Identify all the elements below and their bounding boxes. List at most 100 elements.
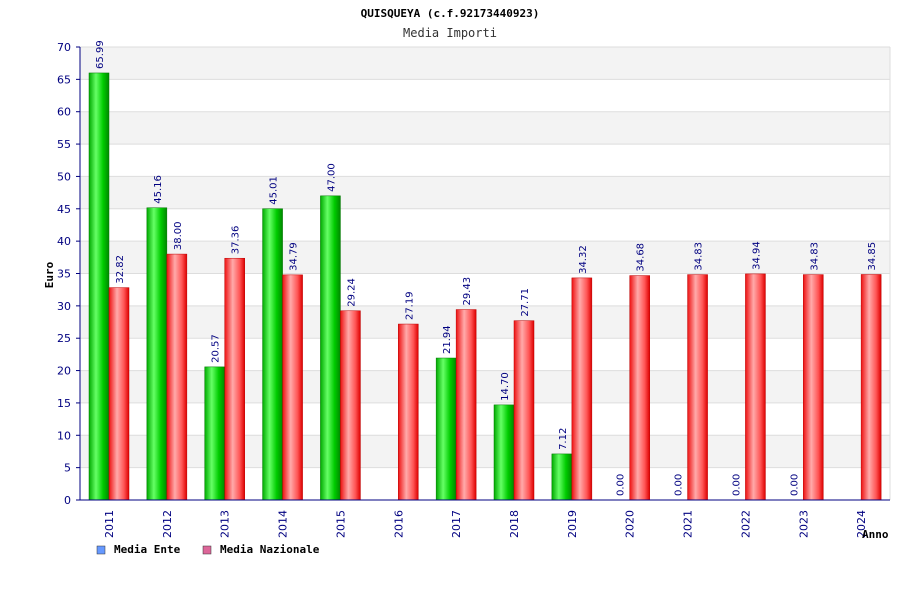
plot-band xyxy=(80,208,890,242)
legend-swatch-media-nazionale xyxy=(202,545,212,555)
data-label-media-nazionale-2012: 38.00 xyxy=(173,221,184,250)
chart-subtitle: Media Importi xyxy=(403,26,497,40)
x-tick-label-2015: 2015 xyxy=(334,510,347,538)
y-tick-label: 65 xyxy=(57,73,71,86)
data-label-media-nazionale-2017: 29.43 xyxy=(462,277,473,306)
data-label-media-ente-2020: 0.00 xyxy=(616,474,627,496)
plot-band xyxy=(80,79,890,112)
x-tick-label-2017: 2017 xyxy=(450,510,463,538)
bar-media-nazionale-2013 xyxy=(224,257,245,501)
plot-band xyxy=(80,370,890,403)
data-label-media-ente-2017: 21.94 xyxy=(442,325,453,354)
data-label-media-nazionale-2011: 32.82 xyxy=(115,255,126,284)
y-tick-label: 55 xyxy=(57,138,71,151)
plot-band xyxy=(80,47,890,80)
plot-band xyxy=(80,338,890,371)
bar-media-nazionale-2017 xyxy=(455,309,477,501)
plot-band xyxy=(80,176,890,209)
data-label-media-nazionale-2019: 34.32 xyxy=(578,245,589,274)
data-label-media-ente-2018: 14.70 xyxy=(500,372,511,401)
plot-band xyxy=(80,111,890,145)
y-tick-label: 60 xyxy=(57,106,71,119)
data-label-media-ente-2023: 0.00 xyxy=(789,474,800,496)
bar-media-nazionale-2023 xyxy=(803,274,824,501)
bar-media-ente-2017 xyxy=(435,357,457,501)
bar-media-ente-2012 xyxy=(146,207,168,501)
data-label-media-nazionale-2013: 37.36 xyxy=(231,226,242,255)
data-label-media-nazionale-2016: 27.19 xyxy=(404,291,415,320)
x-tick-label-2022: 2022 xyxy=(739,510,752,538)
x-tick-label-2016: 2016 xyxy=(392,510,405,538)
plot-background xyxy=(80,46,891,501)
y-tick-label: 30 xyxy=(57,300,71,313)
x-tick-label-2024: 2024 xyxy=(855,510,868,538)
x-tick-label-2020: 2020 xyxy=(624,510,637,538)
data-label-media-ente-2019: 7.12 xyxy=(558,428,569,450)
plot-band xyxy=(80,305,890,339)
y-tick-label: 0 xyxy=(64,494,71,507)
bar-media-nazionale-2011 xyxy=(108,287,130,501)
data-label-media-ente-2014: 45.01 xyxy=(269,176,280,205)
bar-media-nazionale-2020 xyxy=(629,275,650,501)
y-tick-label: 40 xyxy=(57,235,71,248)
bar-media-ente-2015 xyxy=(320,195,341,501)
plot-band xyxy=(80,273,890,306)
x-tick-label-2021: 2021 xyxy=(682,510,695,538)
x-axis-title: Anno xyxy=(862,528,889,541)
bar-media-nazionale-2024 xyxy=(860,274,882,501)
bar-media-nazionale-2014 xyxy=(282,274,303,501)
x-tick-label-2014: 2014 xyxy=(277,510,290,538)
data-label-media-ente-2012: 45.16 xyxy=(153,175,164,204)
plot-band xyxy=(80,144,890,177)
data-label-media-nazionale-2018: 27.71 xyxy=(520,288,531,317)
y-tick-label: 5 xyxy=(64,462,71,475)
data-label-media-ente-2011: 65.99 xyxy=(95,40,106,69)
x-tick-label-2023: 2023 xyxy=(797,510,810,538)
y-axis: 0 5 10 15 20 25 30 35 40 45 50 55 60 65 70 xyxy=(57,41,81,507)
y-axis-title: Euro xyxy=(43,261,56,288)
bar-media-nazionale-2019 xyxy=(571,277,593,501)
y-tick-label: 15 xyxy=(57,397,71,410)
bar-media-ente-2013 xyxy=(204,366,225,501)
x-tick-label-2012: 2012 xyxy=(161,510,174,538)
bar-media-nazionale-2018 xyxy=(513,320,535,501)
legend: Media Ente Media Nazionale xyxy=(96,543,320,556)
legend-label-media-ente: Media Ente xyxy=(114,543,181,556)
y-tick-label: 70 xyxy=(57,41,71,54)
chart-title: QUISQUEYA (c.f.92173440923) xyxy=(361,7,540,20)
data-label-media-nazionale-2015: 29.24 xyxy=(346,278,357,307)
data-label-media-ente-2022: 0.00 xyxy=(731,474,742,496)
legend-label-media-nazionale: Media Nazionale xyxy=(220,543,320,556)
plot-band xyxy=(80,402,890,436)
x-tick-label-2013: 2013 xyxy=(219,510,232,538)
data-label-media-ente-2021: 0.00 xyxy=(674,474,685,496)
data-label-media-ente-2015: 47.00 xyxy=(326,163,337,192)
plot-band xyxy=(80,467,890,500)
y-tick-label: 35 xyxy=(57,268,71,281)
bar-media-ente-2014 xyxy=(262,208,283,501)
x-tick-label-2011: 2011 xyxy=(103,510,116,538)
x-tick-label-2019: 2019 xyxy=(566,510,579,538)
data-label-media-nazionale-2022: 34.94 xyxy=(751,241,762,270)
data-label-media-nazionale-2023: 34.83 xyxy=(809,242,820,271)
data-label-media-nazionale-2020: 34.68 xyxy=(636,243,647,272)
y-tick-label: 25 xyxy=(57,332,71,345)
bar-media-nazionale-2022 xyxy=(745,273,766,501)
bar-media-nazionale-2012 xyxy=(166,253,188,501)
bar-media-nazionale-2016 xyxy=(398,323,419,501)
y-tick-label: 50 xyxy=(57,170,71,183)
y-tick-label: 10 xyxy=(57,429,71,442)
data-label-media-ente-2013: 20.57 xyxy=(211,334,222,363)
bar-media-nazionale-2015 xyxy=(340,310,361,501)
y-tick-label: 20 xyxy=(57,365,71,378)
y-tick-label: 45 xyxy=(57,203,71,216)
data-label-media-nazionale-2024: 34.85 xyxy=(867,242,878,271)
data-label-media-nazionale-2021: 34.83 xyxy=(694,242,705,271)
bar-media-ente-2011 xyxy=(88,72,110,501)
bar-media-ente-2018 xyxy=(493,404,515,501)
bar-media-ente-2019 xyxy=(551,453,573,501)
bars-group: 65.99 32.82 45.16 38.00 20.57 37.36 45.01 34.79… xyxy=(88,40,882,501)
legend-swatch-media-ente xyxy=(96,545,106,555)
x-axis: 2011 2012 2013 2014 2015 2016 2017 2018 2019 2020… xyxy=(80,499,890,538)
